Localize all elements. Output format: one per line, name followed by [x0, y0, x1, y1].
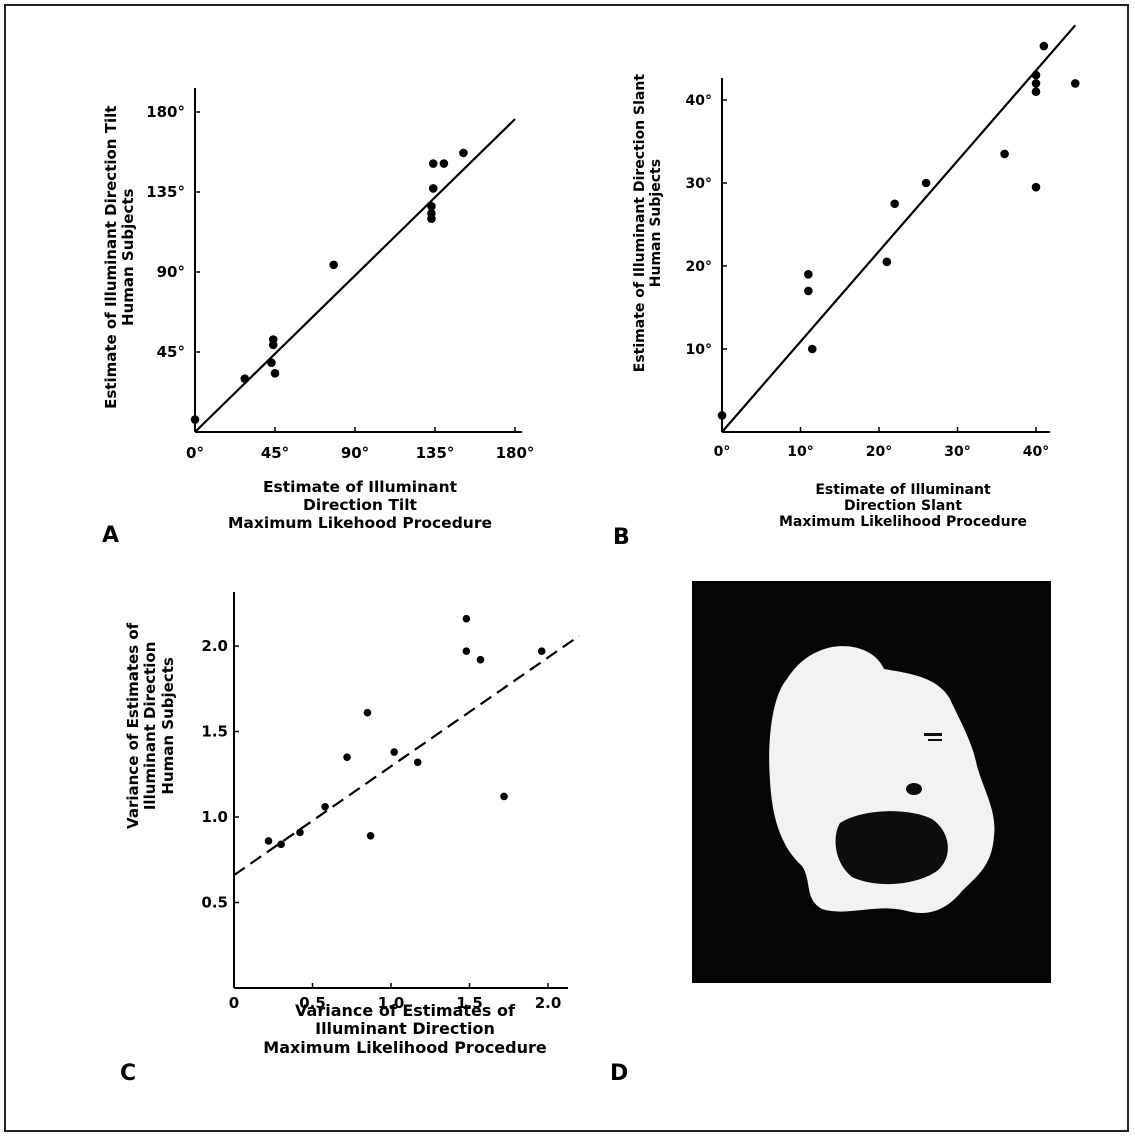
panel-c-data-point [537, 647, 546, 655]
panel-c-data-point [264, 837, 273, 845]
panel-a-data-point [427, 214, 436, 223]
panel-a-fit-line [194, 118, 516, 433]
speckle [928, 739, 942, 741]
panel-c-data-point [296, 828, 304, 837]
panel-c-data-point [500, 792, 508, 801]
panel-c-data-point [321, 802, 329, 811]
panel-c-x-tick-label: 1.5 [456, 994, 483, 1012]
panel-c-data-point [277, 840, 285, 849]
panel-b-x-tick-label: 40° [1023, 444, 1049, 460]
panel-c-x-tick-label: 1.0 [378, 994, 405, 1012]
panel-a-data-point [329, 260, 338, 270]
panel-b-data-point [882, 257, 892, 267]
panel-a-x-tick-label: 90° [341, 444, 369, 462]
panel-c-ylabel: Variance of Estimates of Illuminant Dire… [124, 622, 177, 829]
panel-a-y-tick-label: 45° [157, 343, 185, 361]
panel-c-fit-line [233, 634, 581, 877]
panel-letter-b: B [613, 525, 630, 550]
panel-a-data-point [268, 335, 278, 344]
panel-b-data-point [1039, 41, 1049, 51]
panel-b-data-point [1031, 182, 1041, 192]
panel-a-ylabel: Estimate of Illuminant Direction Tilt Hu… [101, 105, 137, 409]
panel-c-data-point [366, 832, 375, 840]
panel-c-y-tick-label: 2.0 [201, 637, 228, 655]
panel-a-y-tick-label: 135° [146, 183, 185, 201]
panel-c-data-point [462, 647, 471, 655]
panel-c-y-tick-label: 1.5 [201, 723, 228, 741]
panel-a-x-tick-label: 135° [416, 444, 455, 462]
panel-letter-d: D [610, 1061, 629, 1086]
panel-b-x-tick-label: 0° [714, 444, 731, 460]
panel-b-data-point [1070, 79, 1080, 88]
panel-b-data-point [1031, 70, 1041, 80]
panel-c-data-point [476, 655, 485, 664]
panel-c-y-tick-label: 1.0 [201, 808, 228, 826]
panel-a-data-point [428, 159, 438, 168]
panel-b-fit-line [721, 24, 1077, 433]
dark-spot [906, 783, 922, 795]
panel-b-data-point [890, 199, 899, 209]
panel-b-x-tick-label: 20° [866, 444, 892, 460]
panel-b-data-point [1000, 149, 1009, 159]
panel-b-data-point [807, 344, 817, 354]
panel-b-ylabel: Estimate of Illuminant Direction Slant H… [631, 73, 664, 373]
panel-c-x-tick-label: 0.5 [299, 994, 326, 1012]
panel-a-data-point [427, 201, 436, 211]
panel-b-y-tick-label: 20° [686, 259, 712, 275]
panel-a-data-point [459, 148, 468, 158]
panel-c-x-tick-label: 0 [229, 994, 239, 1012]
panel-a-y-tick-label: 90° [157, 263, 185, 281]
shaded-object-image [769, 646, 995, 914]
panel-b-y-tick-label: 30° [686, 176, 712, 192]
panel-a-xlabel: Estimate of Illuminant Direction Tilt Ma… [228, 478, 492, 532]
panel-c-xlabel: Variance of Estimates of Illuminant Dire… [263, 1001, 547, 1057]
panel-c-data-point [343, 753, 351, 761]
panel-a-x-tick-label: 45° [261, 444, 289, 462]
panel-a-data-point [439, 159, 449, 168]
panel-b-data-point [804, 286, 813, 296]
panel-c-y-tick-label: 0.5 [201, 894, 228, 912]
panel-a-data-point [267, 358, 276, 367]
panel-a-y-tick-label: 180° [146, 103, 185, 121]
panel-a-data-point [270, 369, 280, 378]
panel-b-data-point [804, 270, 813, 279]
panel-b-x-tick-label: 10° [787, 444, 813, 460]
panel-letter-c: C [120, 1061, 137, 1086]
panel-c-data-point [462, 614, 471, 623]
cast-shadow [835, 811, 948, 885]
panel-c-data-point [413, 758, 422, 767]
panel-a-x-tick-label: 0° [186, 444, 204, 462]
panel-c-x-tick-label: 2.0 [535, 994, 562, 1012]
panel-b-data-point [1031, 79, 1041, 88]
panel-a-data-point [190, 415, 200, 424]
panel-b-data-point [1031, 87, 1041, 96]
panel-b-y-tick-label: 40° [686, 93, 712, 109]
panel-b-data-point [921, 178, 931, 188]
panel-b-x-tick-label: 30° [944, 444, 970, 460]
panel-b-data-point [717, 411, 727, 420]
panel-a-x-tick-label: 180° [496, 444, 535, 462]
panel-letter-a: A [102, 523, 120, 548]
figure-border [4, 4, 1129, 1132]
panel-b-y-tick-label: 10° [686, 342, 712, 358]
shaded-object-photo [692, 581, 1051, 983]
panel-a-data-point [240, 374, 250, 383]
speckle [924, 733, 942, 736]
panel-c-data-point [390, 748, 398, 756]
panel-a-data-point [428, 184, 438, 193]
panel-c-data-point [363, 708, 372, 717]
panel-b-xlabel: Estimate of Illuminant Direction Slant M… [778, 482, 1028, 531]
